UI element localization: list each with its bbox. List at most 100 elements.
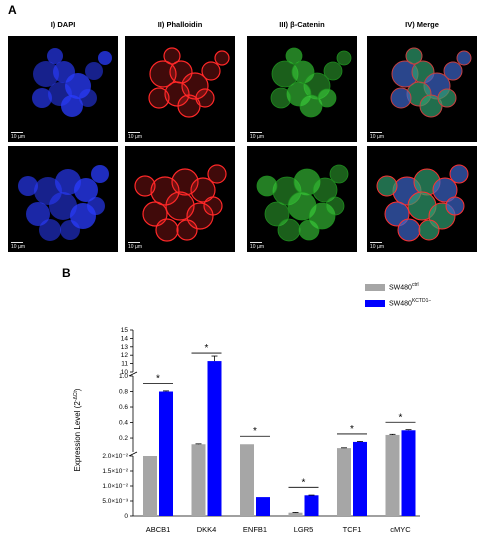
cell-mark <box>190 177 216 203</box>
micrograph-r2-c4: 10 µm <box>367 146 477 252</box>
x-tick-label: ENFB1 <box>243 525 267 534</box>
y-tick-label: 1.0×10⁻² <box>102 483 128 490</box>
cell-mark <box>336 50 352 66</box>
y-tick-label: 2.0×10⁻² <box>102 453 128 460</box>
cell-mark <box>49 192 77 220</box>
scale-bar <box>128 242 140 243</box>
bar-enfb1-kctd1 <box>256 497 270 516</box>
cell-mark <box>79 89 97 107</box>
axis-break-mark <box>128 371 138 377</box>
cell-mark <box>390 87 412 109</box>
x-tick-label: ABCB1 <box>146 525 171 534</box>
cell-mark <box>376 175 398 197</box>
scale-bar <box>250 242 262 243</box>
y-tick-label: 0.6 <box>119 404 128 411</box>
column-header-merge: IV) Merge <box>405 20 439 29</box>
scale-bar-label: 10 µm <box>370 244 384 250</box>
axis-break-mark <box>128 451 138 457</box>
scale-bar-label: 10 µm <box>128 244 142 250</box>
cell-mark <box>60 220 80 240</box>
panel-b-letter: B <box>62 266 71 280</box>
cell-mark <box>91 165 109 183</box>
legend-kctd1: SW480KCTD1− <box>365 298 432 307</box>
cell-mark <box>98 51 112 65</box>
scale-bar <box>370 242 382 243</box>
x-tick-label: cMYC <box>390 525 411 534</box>
cell-mark <box>384 201 410 227</box>
cell-mark <box>134 175 156 197</box>
micrograph-r2-c3: 10 µm <box>247 146 357 252</box>
column-header-phalloidin: II) Phalloidin <box>157 20 203 29</box>
bar-cmyc-ctrl <box>385 434 400 516</box>
bar-lgr5-kctd1 <box>304 495 319 516</box>
scale-bar-label: 10 µm <box>11 244 25 250</box>
bar-tcf1-kctd1 <box>353 441 367 516</box>
cell-mark <box>329 164 349 184</box>
cell-mark <box>214 50 230 66</box>
x-tick-label: TCF1 <box>343 525 362 534</box>
cell-mark <box>148 87 170 109</box>
bar-tcf1-ctrl <box>337 448 351 516</box>
bar-cmyc-kctd1 <box>401 430 416 516</box>
legend-swatch-ctrl <box>365 284 385 291</box>
y-tick-label: 1.0 <box>119 373 128 380</box>
significance-star: * <box>156 374 160 385</box>
scale-bar-label: 10 µm <box>370 134 384 140</box>
legend-sup-kctd1: KCTD1− <box>411 298 432 304</box>
scale-bar <box>128 132 140 133</box>
significance-star: * <box>205 343 209 354</box>
cell-mark <box>164 81 190 107</box>
cell-mark <box>207 164 227 184</box>
significance-star: * <box>253 426 257 437</box>
legend-label-ctrl: SW480 <box>389 284 412 292</box>
cell-mark <box>87 197 105 215</box>
y-tick-label: 14 <box>121 335 129 342</box>
x-tick-label: LGR5 <box>294 525 314 534</box>
cell-mark <box>325 196 345 216</box>
cell-mark <box>163 47 181 65</box>
significance-star: * <box>350 424 354 435</box>
cell-mark <box>74 178 98 202</box>
micrograph-r1-c4: 10 µm <box>367 36 477 142</box>
cell-mark <box>317 88 337 108</box>
y-tick-label: 0.2 <box>119 435 128 442</box>
cell-mark <box>299 94 323 118</box>
scale-bar <box>11 132 23 133</box>
y-tick-label: 15 <box>121 327 129 334</box>
cell-mark <box>264 201 290 227</box>
cell-mark <box>270 87 292 109</box>
bar-abcb1-kctd1 <box>159 391 173 516</box>
bar-dkk4-ctrl <box>191 444 206 516</box>
cell-mark <box>256 175 278 197</box>
micrograph-r1-c2: 10 µm <box>125 36 235 142</box>
cell-mark <box>47 48 63 64</box>
micrograph-r1-c3: 10 µm <box>247 36 357 142</box>
legend-ctrl: SW480ctrl <box>365 282 419 292</box>
y-axis-title: Expression Level (2-ΔCt) <box>73 388 82 471</box>
y-tick-label: 0.4 <box>119 420 128 427</box>
y-tick-label: 11 <box>121 361 128 368</box>
column-header-beta-catenin: III) β-Catenin <box>279 20 325 29</box>
cell-mark <box>85 62 103 80</box>
panel-a-letter: A <box>8 3 17 17</box>
micrograph-r1-c1: 10 µm <box>8 36 118 142</box>
cell-mark <box>32 88 52 108</box>
bar-abcb1-ctrl <box>143 456 157 516</box>
micrograph-r2-c1: 10 µm <box>8 146 118 252</box>
significance-star: * <box>302 477 306 488</box>
cell-mark <box>195 88 215 108</box>
cell-mark <box>312 177 338 203</box>
cell-mark <box>449 164 469 184</box>
bar-lgr5-ctrl <box>288 512 303 516</box>
cell-mark <box>201 61 221 81</box>
column-header-dapi: I) DAPI <box>50 20 76 29</box>
cell-mark <box>323 61 343 81</box>
y-tick-label: 5.0×10⁻³ <box>102 498 128 505</box>
scale-bar-label: 10 µm <box>250 134 264 140</box>
cell-mark <box>456 50 472 66</box>
cell-mark <box>432 177 458 203</box>
bar-enfb1-ctrl <box>240 444 254 516</box>
micrograph-r2-c2: 10 µm <box>125 146 235 252</box>
y-tick-label: 0 <box>124 513 128 520</box>
cell-mark <box>149 60 177 88</box>
